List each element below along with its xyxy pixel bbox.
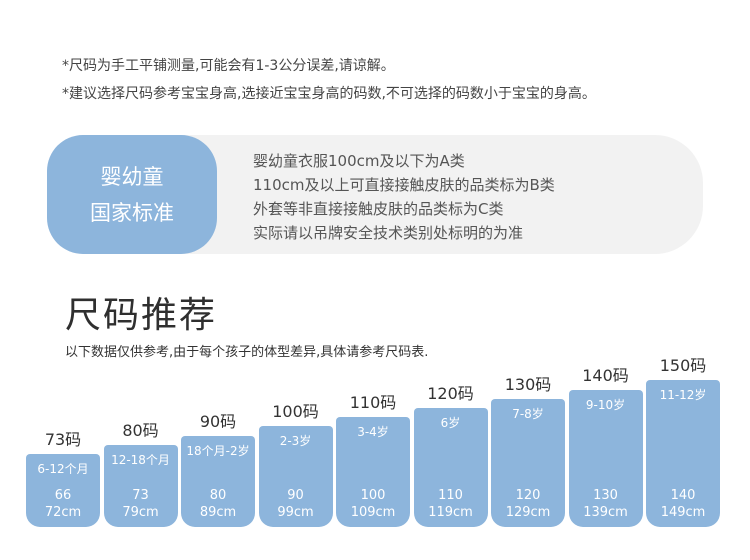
height-range: 66 72cm: [26, 487, 100, 521]
age-range: 18个月-2岁: [186, 443, 250, 458]
size-card: 7-8岁 120 129cm: [491, 398, 565, 527]
height-min: 100: [360, 487, 386, 503]
height-range: 130 139cm: [569, 487, 643, 521]
section-subtitle: 以下数据仅供参考,由于每个孩子的体型差异,具体请参考尺码表.: [65, 345, 429, 360]
height-max: 99cm: [277, 504, 314, 520]
size-label: 140码: [582, 365, 629, 385]
size-label: 120码: [427, 384, 474, 403]
age-range: 11-12岁: [659, 388, 707, 403]
size-column: 110码 3-4岁 100 109cm: [336, 383, 410, 527]
age-range: 6-12个月: [37, 462, 89, 476]
standard-line: 110cm及以上可直接接触皮肤的品类标为B类: [253, 176, 555, 194]
height-max: 72cm: [44, 505, 82, 520]
size-label: 90码: [199, 411, 237, 431]
size-column: 120码 6岁 110 119cm: [413, 374, 488, 527]
standard-line: 婴幼童衣服100cm及以下为A类: [253, 152, 465, 170]
age-range: 7-8岁: [512, 406, 544, 421]
section-title: 尺码推荐: [65, 295, 218, 336]
height-min: 73: [132, 487, 149, 503]
height-min: 120: [515, 487, 541, 503]
height-range: 80 89cm: [181, 487, 255, 521]
size-label: 100码: [272, 402, 319, 422]
age-range: 12-18个月: [111, 452, 170, 467]
badge-line-2: 国家标准: [90, 200, 174, 225]
badge-line-1: 婴幼童: [100, 164, 164, 189]
height-max: 79cm: [122, 504, 159, 520]
height-min: 140: [670, 487, 696, 503]
height-max: 129cm: [505, 504, 551, 520]
height-max: 139cm: [583, 504, 628, 520]
age-range: 6岁: [440, 416, 461, 430]
size-card: 3-4岁 100 109cm: [336, 417, 410, 527]
size-column: 130码 7-8岁 120 129cm: [491, 365, 565, 527]
height-range: 120 129cm: [491, 487, 565, 521]
size-column: 80码 12-18个月 73 79cm: [103, 411, 178, 527]
height-range: 73 79cm: [104, 487, 178, 521]
height-range: 140 149cm: [646, 487, 720, 521]
note-selection: *建议选择尺码参考宝宝身高,选接近宝宝身高的码数,不可选择的码数小于宝宝的身高。: [62, 86, 596, 102]
height-max: 149cm: [660, 504, 706, 520]
size-label: 73码: [44, 430, 82, 449]
height-min: 80: [209, 487, 227, 503]
size-card: 6-12个月 66 72cm: [26, 454, 100, 527]
size-card: 6岁 110 119cm: [413, 408, 488, 527]
size-card: 12-18个月 73 79cm: [103, 444, 178, 527]
standard-line: 外套等非直接接触皮肤的品类标为C类: [253, 200, 504, 218]
height-max: 89cm: [199, 504, 237, 520]
size-notes: *尺码为手工平铺测量,可能会有1-3公分误差,请谅解。 *建议选择尺码参考宝宝身…: [62, 52, 596, 108]
height-range: 110 119cm: [414, 487, 488, 521]
size-column: 73码 6-12个月 66 72cm: [26, 420, 100, 527]
height-min: 66: [54, 488, 72, 503]
size-card: 11-12岁 140 149cm: [646, 380, 720, 527]
size-column: 100码 2-3岁 90 99cm: [258, 392, 333, 527]
height-min: 110: [438, 488, 463, 503]
height-min: 130: [593, 487, 618, 503]
age-range: 3-4岁: [357, 425, 389, 440]
age-range: 9-10岁: [585, 397, 626, 412]
size-label: 110码: [349, 393, 397, 413]
size-column: 150码 11-12岁 140 149cm: [646, 346, 720, 527]
size-label: 150码: [659, 356, 707, 376]
size-label: 130码: [504, 374, 552, 394]
size-column: 140码 9-10岁 130 139cm: [568, 356, 643, 527]
height-max: 119cm: [428, 505, 473, 520]
size-card: 9-10岁 130 139cm: [568, 389, 643, 527]
standard-badge: 婴幼童 国家标准: [47, 135, 217, 254]
size-card: 2-3岁 90 99cm: [258, 426, 333, 527]
height-range: 90 99cm: [259, 487, 333, 521]
size-label: 80码: [122, 420, 159, 440]
size-column: 90码 18个月-2岁 80 89cm: [181, 402, 255, 527]
note-measurement: *尺码为手工平铺测量,可能会有1-3公分误差,请谅解。: [62, 58, 395, 74]
age-range: 2-3岁: [279, 434, 312, 449]
national-standard-panel: 婴幼童 国家标准 婴幼童衣服100cm及以下为A类 110cm及以上可直接接触皮…: [47, 135, 703, 254]
height-range: 100 109cm: [336, 487, 410, 521]
height-max: 109cm: [350, 504, 396, 520]
standard-lines: 婴幼童衣服100cm及以下为A类 110cm及以上可直接接触皮肤的品类标为B类 …: [253, 149, 555, 245]
size-card: 18个月-2岁 80 89cm: [181, 435, 255, 527]
height-min: 90: [287, 487, 304, 503]
standard-line: 实际请以吊牌安全技术类别处标明的为准: [253, 224, 524, 242]
